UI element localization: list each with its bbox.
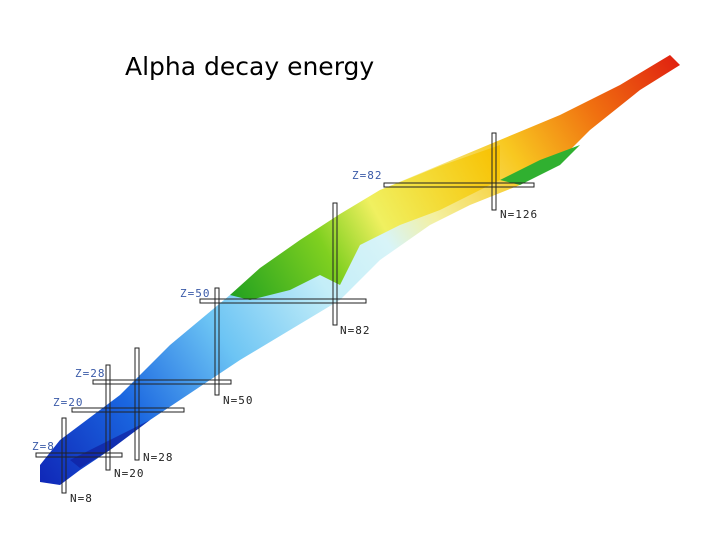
z-magic-line	[199, 298, 367, 304]
n-magic-line	[105, 364, 111, 471]
n-label: N=82	[340, 324, 371, 337]
z-magic-line	[71, 407, 185, 413]
green-edge	[500, 145, 580, 185]
z-label: Z=50	[180, 287, 211, 300]
z-magic-line	[383, 182, 535, 188]
n-label: N=126	[500, 208, 538, 221]
n-label: N=28	[143, 451, 174, 464]
n-label: N=50	[223, 394, 254, 407]
n-magic-line	[214, 287, 220, 396]
z-magic-line	[35, 452, 123, 458]
n-magic-line	[134, 347, 140, 461]
n-magic-line	[332, 202, 338, 326]
n-magic-line	[491, 132, 497, 211]
n-label: N=8	[70, 492, 93, 505]
z-magic-line	[92, 379, 232, 385]
title: Alpha decay energy	[125, 52, 374, 81]
z-label: Z=28	[75, 367, 106, 380]
z-label: Z=82	[352, 169, 383, 182]
n-magic-line	[61, 417, 67, 494]
z-label: Z=8	[32, 440, 55, 453]
upper-edge	[230, 145, 500, 300]
z-label: Z=20	[53, 396, 84, 409]
nuclide-band	[40, 55, 680, 485]
n-label: N=20	[114, 467, 145, 480]
